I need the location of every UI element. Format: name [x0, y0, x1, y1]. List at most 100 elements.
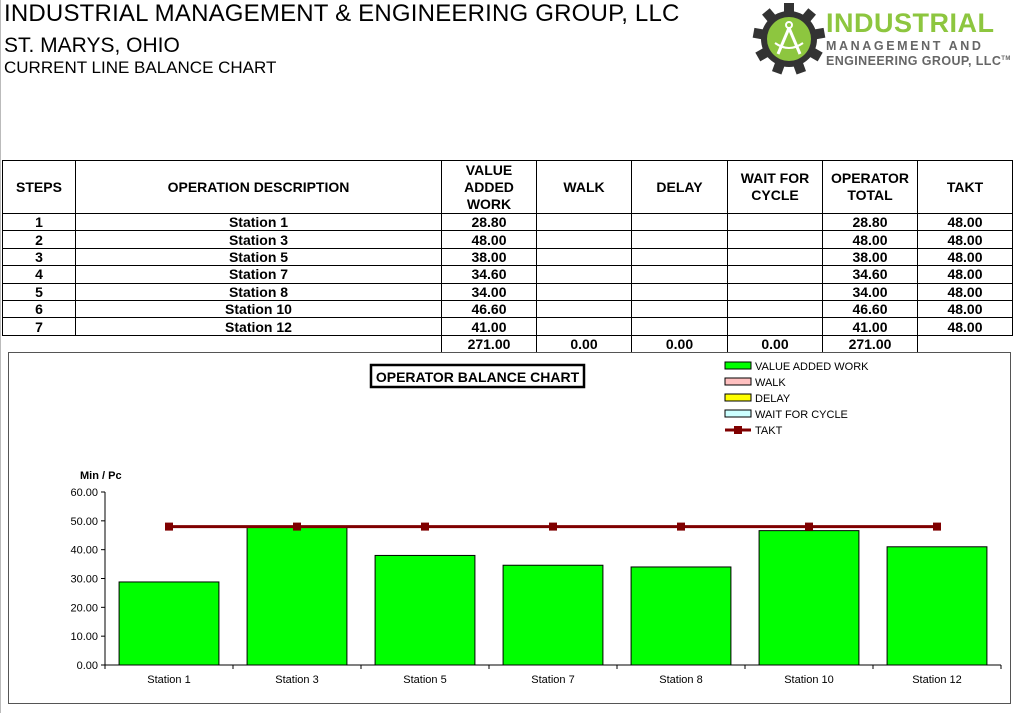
takt-marker — [677, 522, 685, 531]
takt-marker — [805, 522, 813, 531]
value-added-cell: 46.60 — [441, 299, 537, 319]
legend-label: WALK — [755, 377, 786, 389]
operator-total-cell: 46.60 — [822, 299, 918, 319]
step-cell: 7 — [2, 317, 76, 336]
y-tick-label: 50.00 — [70, 516, 98, 528]
table-row: 2 Station 3 48.00 48.00 48.00 — [2, 230, 1013, 249]
col-delay: DELAY — [631, 160, 728, 214]
x-tick-label: Station 7 — [531, 674, 574, 686]
step-cell: 3 — [2, 247, 76, 267]
legend-label: WAIT FOR CYCLE — [755, 409, 848, 421]
walk-cell — [536, 212, 632, 232]
legend-marker — [734, 426, 742, 434]
wait-cell — [727, 299, 823, 319]
legend-swatch — [724, 361, 752, 370]
takt-cell: 48.00 — [917, 265, 1013, 284]
description-cell: Station 7 — [75, 265, 442, 284]
walk-cell — [536, 230, 632, 249]
total-operator: 271.00 — [822, 334, 918, 354]
value-added-cell: 34.00 — [441, 282, 537, 301]
gear-compass-icon — [752, 3, 826, 75]
table-row: 3 Station 5 38.00 38.00 48.00 — [2, 247, 1013, 267]
table-header-row: STEPS OPERATION DESCRIPTION VALUE ADDED WO… — [2, 160, 1013, 214]
total-delay: 0.00 — [631, 334, 728, 354]
delay-cell — [631, 212, 728, 232]
y-tick-label: 60.00 — [70, 487, 98, 499]
delay-cell — [631, 265, 728, 284]
y-tick-label: 20.00 — [70, 602, 98, 614]
chart-canvas: OPERATOR BALANCE CHART Min / Pc VALUE AD… — [70, 361, 1002, 686]
col-value-added-work: VALUE ADDED WORK — [441, 160, 537, 214]
wait-cell — [727, 212, 823, 232]
company-title: INDUSTRIAL MANAGEMENT & ENGINEERING GROU… — [4, 0, 680, 27]
takt-cell: 48.00 — [917, 212, 1013, 232]
location-label: ST. MARYS, OHIO — [4, 34, 180, 57]
table-row: 7 Station 12 41.00 41.00 48.00 — [2, 317, 1013, 336]
walk-cell — [536, 317, 632, 336]
walk-cell — [536, 282, 632, 301]
description-cell: Station 12 — [75, 317, 442, 336]
totals-row: 271.00 0.00 0.00 0.00 271.00 — [3, 334, 1013, 354]
col-steps: STEPS — [2, 160, 76, 214]
x-tick-label: Station 3 — [275, 674, 318, 686]
table-row: 4 Station 7 34.60 34.60 48.00 — [2, 265, 1013, 284]
table-row: 6 Station 10 46.60 46.60 48.00 — [2, 299, 1013, 319]
delay-cell — [631, 247, 728, 267]
value-added-cell: 28.80 — [441, 212, 537, 232]
col-walk: WALK — [536, 160, 632, 214]
total-value-added: 271.00 — [441, 334, 537, 354]
legend-swatch — [724, 393, 752, 402]
legend-label: DELAY — [755, 393, 791, 405]
col-operator-total: OPERATOR TOTAL — [822, 160, 918, 214]
legend-label: VALUE ADDED WORK — [755, 361, 869, 373]
wait-cell — [727, 282, 823, 301]
step-cell: 6 — [2, 299, 76, 319]
bar — [246, 526, 348, 666]
walk-cell — [536, 299, 632, 319]
value-added-cell: 38.00 — [441, 247, 537, 267]
bar — [630, 566, 732, 666]
description-cell: Station 1 — [75, 212, 442, 232]
delay-cell — [631, 317, 728, 336]
takt-cell: 48.00 — [917, 282, 1013, 301]
delay-cell — [631, 230, 728, 249]
operator-balance-chart: OPERATOR BALANCE CHART Min / Pc VALUE AD… — [8, 352, 1011, 704]
company-logo: INDUSTRIAL MANAGEMENT AND ENGINEERING GR… — [752, 2, 1010, 78]
col-wait-for-cycle: WAIT FOR CYCLE — [727, 160, 823, 214]
x-tick-label: Station 10 — [784, 674, 834, 686]
logo-text-engineering: ENGINEERING GROUP, LLCTM — [826, 54, 1011, 68]
operator-total-cell: 48.00 — [822, 230, 918, 249]
takt-cell: 48.00 — [917, 230, 1013, 249]
description-cell: Station 10 — [75, 299, 442, 319]
total-wait: 0.00 — [727, 334, 823, 354]
legend-swatch — [724, 377, 752, 386]
delay-cell — [631, 282, 728, 301]
y-tick-label: 30.00 — [70, 574, 98, 586]
step-cell: 4 — [2, 265, 76, 284]
step-cell: 2 — [2, 230, 76, 249]
chart-title-box — [369, 363, 586, 389]
wait-cell — [727, 265, 823, 284]
step-cell: 1 — [2, 212, 76, 232]
table-row: 1 Station 1 28.80 28.80 48.00 — [2, 212, 1013, 232]
value-added-cell: 48.00 — [441, 230, 537, 249]
x-tick-label: Station 8 — [659, 674, 702, 686]
chart-subtitle: CURRENT LINE BALANCE CHART — [4, 58, 277, 77]
col-operation-description: OPERATION DESCRIPTION — [75, 160, 442, 214]
x-tick-label: Station 1 — [147, 674, 190, 686]
takt-cell: 48.00 — [917, 299, 1013, 319]
plot-area: 0.00 10.00 20.00 30.00 40.00 50.00 60.00 Statio… — [70, 487, 1002, 686]
bar — [118, 581, 220, 666]
col-takt: TAKT — [917, 160, 1013, 214]
blank-cell — [3, 335, 76, 352]
blank-cell — [76, 335, 442, 352]
takt-marker — [293, 522, 301, 531]
x-tick-label: Station 5 — [403, 674, 446, 686]
bar — [502, 564, 604, 666]
bar — [758, 530, 860, 666]
chart-legend: VALUE ADDED WORK WALK DELAY WAIT FOR CYCLE T… — [724, 361, 869, 437]
x-tick-label: Station 12 — [912, 674, 962, 686]
operator-total-cell: 34.00 — [822, 282, 918, 301]
value-added-cell: 34.60 — [441, 265, 537, 284]
bar — [374, 554, 476, 666]
